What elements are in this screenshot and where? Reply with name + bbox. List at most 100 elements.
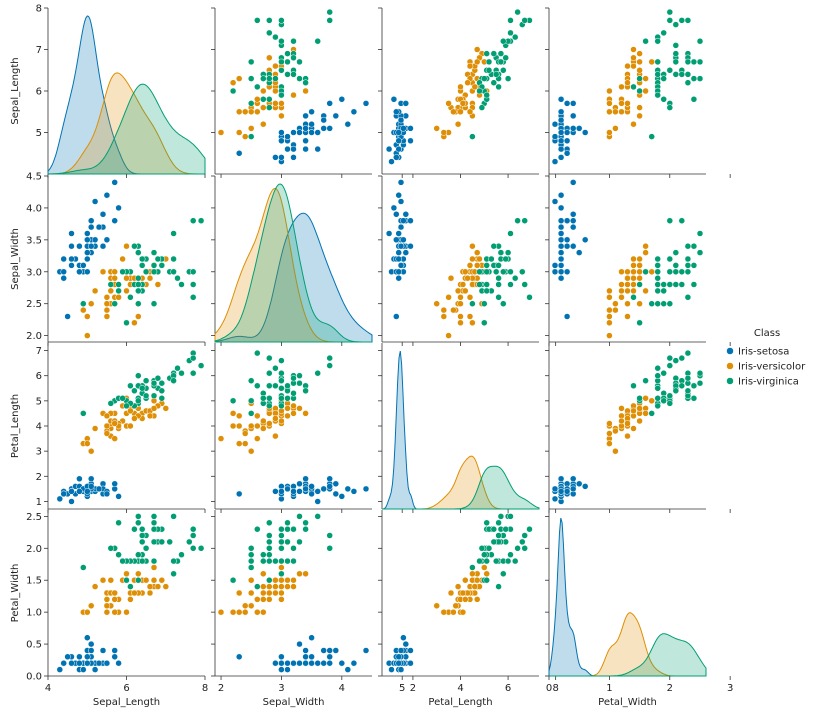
data-point xyxy=(483,519,490,527)
data-point xyxy=(302,570,309,578)
data-point xyxy=(111,179,118,186)
data-point xyxy=(636,112,643,120)
data-point xyxy=(457,313,464,320)
data-point xyxy=(123,570,130,578)
data-point xyxy=(290,154,297,161)
data-point xyxy=(314,659,321,667)
data-point xyxy=(483,268,490,276)
data-point xyxy=(95,659,103,667)
x-tick-label: 6 xyxy=(505,683,511,694)
data-point xyxy=(672,281,680,288)
data-point xyxy=(507,17,514,24)
data-point xyxy=(107,545,115,552)
data-point xyxy=(326,354,333,362)
data-point xyxy=(557,488,565,495)
data-point xyxy=(150,262,158,269)
data-point xyxy=(135,313,142,320)
data-point xyxy=(350,488,358,495)
data-point xyxy=(551,133,559,140)
data-point xyxy=(272,488,279,495)
data-point xyxy=(296,659,303,667)
data-point xyxy=(284,485,291,493)
data-point xyxy=(254,412,261,420)
data-point xyxy=(68,488,75,495)
data-point xyxy=(284,58,291,66)
data-point xyxy=(618,405,625,412)
data-point xyxy=(302,125,309,132)
data-point xyxy=(150,379,158,387)
data-point xyxy=(684,262,692,269)
data-point xyxy=(678,354,686,362)
data-point xyxy=(296,379,303,387)
data-point xyxy=(400,125,407,132)
data-point xyxy=(606,108,613,116)
data-point xyxy=(395,255,402,263)
data-point xyxy=(630,255,637,263)
data-point xyxy=(64,313,71,320)
kde-Iris-virginica xyxy=(382,465,540,510)
data-point xyxy=(189,525,197,533)
data-point xyxy=(636,87,643,95)
data-point xyxy=(284,145,291,153)
data-point xyxy=(606,313,613,320)
data-point xyxy=(500,67,507,74)
data-point xyxy=(68,230,75,237)
data-point xyxy=(60,274,67,282)
data-point xyxy=(440,313,448,320)
data-point xyxy=(260,583,267,590)
data-point xyxy=(450,108,457,116)
data-point xyxy=(642,287,649,295)
data-point xyxy=(569,242,577,250)
data-point xyxy=(150,519,158,527)
data-point xyxy=(690,96,698,103)
data-point xyxy=(135,397,142,405)
data-point xyxy=(500,268,507,276)
data-point xyxy=(473,249,481,256)
data-point xyxy=(266,29,273,37)
data-point xyxy=(84,608,91,616)
data-point xyxy=(666,268,674,276)
data-point xyxy=(569,217,577,224)
data-point xyxy=(131,589,138,597)
data-point xyxy=(150,564,158,571)
data-point xyxy=(445,294,452,301)
data-point xyxy=(217,129,225,136)
data-point xyxy=(111,608,118,616)
data-point xyxy=(393,313,400,320)
data-point xyxy=(642,377,649,384)
data-point xyxy=(260,104,267,111)
data-point xyxy=(557,145,565,153)
data-point xyxy=(290,576,297,584)
y-tick-label: 2.5 xyxy=(26,512,42,523)
data-point xyxy=(483,50,490,57)
data-point xyxy=(575,125,583,132)
data-point xyxy=(696,58,704,66)
data-point xyxy=(235,653,243,661)
data-point xyxy=(247,447,255,455)
data-point xyxy=(91,236,99,244)
data-point xyxy=(612,447,619,455)
data-point xyxy=(254,596,261,603)
data-point xyxy=(476,87,483,95)
data-point xyxy=(606,306,613,314)
data-point xyxy=(91,198,99,205)
data-point xyxy=(326,545,333,552)
data-point xyxy=(454,583,462,590)
data-point xyxy=(618,294,625,301)
data-point xyxy=(278,525,285,533)
data-point xyxy=(278,402,285,410)
data-point xyxy=(338,493,346,500)
data-point xyxy=(519,538,526,546)
data-point xyxy=(278,532,285,539)
data-point xyxy=(563,236,571,244)
data-point xyxy=(440,608,448,616)
x-axis-label: Petal_Length xyxy=(428,697,492,708)
data-point xyxy=(272,364,279,372)
data-point xyxy=(618,281,625,288)
data-point xyxy=(135,274,142,282)
data-point xyxy=(260,395,267,402)
data-point xyxy=(272,432,279,440)
data-point xyxy=(302,485,309,493)
data-point xyxy=(569,112,577,120)
data-point xyxy=(612,306,619,314)
